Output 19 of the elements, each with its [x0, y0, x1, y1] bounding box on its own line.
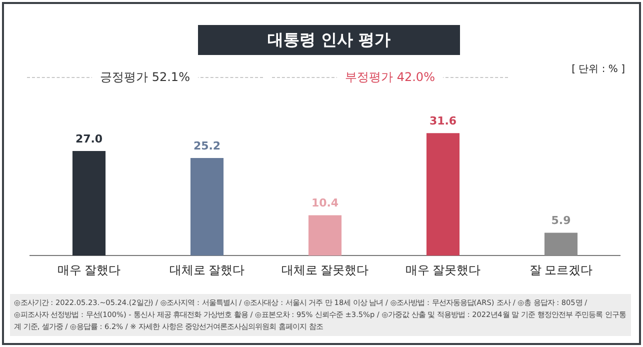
- text: 부정평가 42.0%: [337, 70, 443, 84]
- x-tick-label: 매우 잘못했다: [405, 263, 481, 278]
- text: 긍정평가 52.1%: [92, 70, 198, 84]
- data-label: 27.0: [75, 132, 103, 146]
- chart-title: 대통령 인사 평가: [198, 25, 460, 55]
- data-label: 31.6: [429, 114, 457, 128]
- bar: [308, 215, 342, 256]
- data-label: 25.2: [193, 139, 221, 152]
- bar: [72, 150, 106, 256]
- x-tick-label: 대체로 잘못했다: [281, 263, 369, 278]
- x-tick-label: 잘 모르겠다: [529, 263, 593, 278]
- bar: [190, 158, 224, 256]
- x-tick-label: 매우 잘했다: [57, 263, 121, 278]
- data-label: 5.9: [551, 214, 571, 228]
- bar: [544, 232, 578, 256]
- text: [ 단위 : % ]: [572, 63, 625, 76]
- bar: [426, 133, 460, 256]
- data-label: 10.4: [311, 196, 339, 210]
- x-tick-label: 대체로 잘했다: [169, 263, 245, 278]
